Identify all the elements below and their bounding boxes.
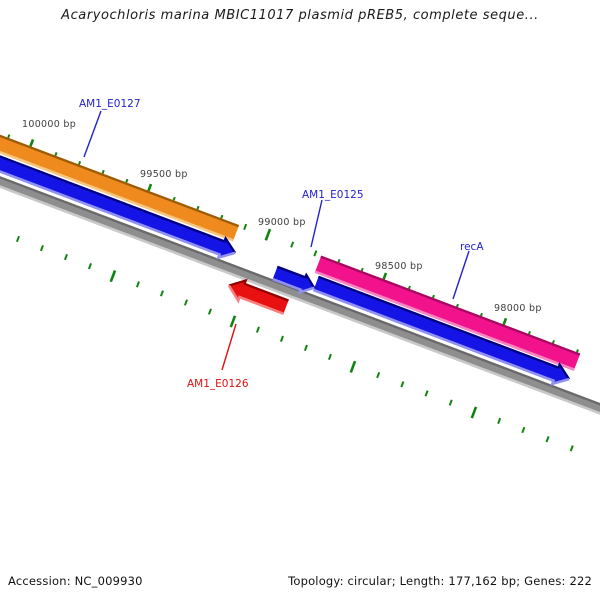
ruler-label: 99000 bp xyxy=(258,217,306,228)
tick-mark-minor xyxy=(400,381,405,388)
leader-line-am1-e0126 xyxy=(221,323,237,371)
ruler-label: 100000 bp xyxy=(22,119,76,130)
ruler-label: 99500 bp xyxy=(140,169,188,180)
tick-mark-minor xyxy=(159,290,164,297)
ruler-ticks-inner xyxy=(15,235,574,452)
cds-arrow-reca-inner-bevel xyxy=(313,288,570,386)
ruler-label: 98000 bp xyxy=(494,303,542,314)
cds-arrow-am1-e0126[interactable] xyxy=(228,279,289,315)
tick-mark-minor xyxy=(15,235,20,243)
gene-arc-am1-e0127-outer-bevel xyxy=(0,134,240,228)
plasmid-backbone xyxy=(0,176,600,415)
tick-mark-minor xyxy=(87,263,92,270)
tick-mark-minor xyxy=(376,371,381,379)
tick-mark-minor xyxy=(313,250,318,257)
tick-mark-major xyxy=(229,315,237,328)
gene-label-am1-e0126[interactable]: AM1_E0126 xyxy=(187,378,249,390)
tick-mark-major xyxy=(109,270,117,283)
gene-label-reca[interactable]: recA xyxy=(460,241,484,253)
tick-mark-minor xyxy=(243,223,248,231)
cds-arrow-am1-e0126-inner-bevel xyxy=(227,284,284,315)
cds-arrow-am1-e0126-outer-bevel xyxy=(228,278,289,302)
tick-mark-minor xyxy=(521,426,526,434)
cds-arrow-reca-outer-bevel xyxy=(318,275,571,380)
topology-summary-text: Topology: circular; Length: 177,162 bp; … xyxy=(288,574,592,588)
leader-line-am1-e0127 xyxy=(83,110,102,158)
tick-mark-minor xyxy=(279,335,284,342)
ruler-label: 98500 bp xyxy=(375,261,423,272)
tick-mark-minor xyxy=(255,326,260,333)
tick-mark-minor xyxy=(135,281,140,288)
tick-mark-minor xyxy=(327,353,332,361)
gene-arc-am1-e0127-inner-bevel xyxy=(0,150,234,242)
gene-arc-reca[interactable] xyxy=(314,255,581,371)
cds-arrow-reca[interactable] xyxy=(313,275,570,385)
accession-text: Accession: NC_009930 xyxy=(8,574,143,588)
tick-mark-minor xyxy=(63,253,68,261)
gene-arc-am1-e0127[interactable] xyxy=(0,131,240,242)
gene-label-am1-e0127[interactable]: AM1_E0127 xyxy=(79,98,141,110)
tick-mark-minor xyxy=(424,390,429,397)
cds-arrow-am1-e0125[interactable] xyxy=(272,265,315,294)
tick-mark-minor xyxy=(183,299,188,306)
tick-mark-minor xyxy=(207,308,212,315)
tick-mark-minor xyxy=(39,244,44,252)
tick-mark-major xyxy=(264,228,272,241)
gene-label-am1-e0125[interactable]: AM1_E0125 xyxy=(302,189,364,201)
plasmid-backbone-inner-bevel xyxy=(0,185,600,415)
tick-mark-minor xyxy=(448,399,453,406)
cds-arrow-am1-e0125-inner-bevel xyxy=(272,277,315,295)
tick-mark-major xyxy=(349,360,357,373)
leader-line-am1-e0125 xyxy=(310,199,323,248)
tick-mark-minor xyxy=(569,445,574,452)
cds-arrow-am1-e0127-inner-bevel xyxy=(0,170,236,260)
gene-arc-reca-outer-bevel xyxy=(320,255,581,356)
sequence-title: Acaryochloris marina MBIC11017 plasmid p… xyxy=(61,8,539,23)
cds-arrow-am1-e0125-outer-bevel xyxy=(276,265,316,289)
tick-mark-major xyxy=(470,406,478,419)
tick-mark-minor xyxy=(303,344,308,352)
tick-mark-minor xyxy=(545,436,550,443)
leader-line-reca xyxy=(452,250,470,300)
cds-arrow-am1-e0127[interactable] xyxy=(0,152,236,259)
tick-mark-minor xyxy=(497,417,502,425)
gene-arc-reca-inner-bevel xyxy=(314,270,575,371)
cds-arrow-am1-e0127-outer-bevel xyxy=(0,155,237,254)
tick-mark-minor xyxy=(290,241,295,248)
